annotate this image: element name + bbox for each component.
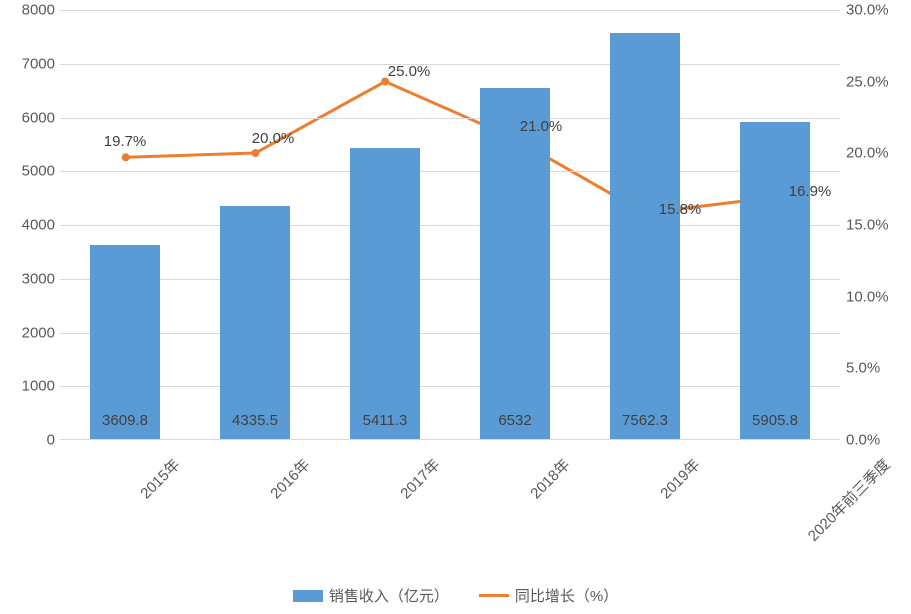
bar-group: 4335.5 [190,9,320,439]
y-right-tick-label: 0.0% [846,432,906,449]
x-tick-label: 2018年 [525,454,574,503]
line-value-label: 16.9% [789,183,832,200]
combo-chart: 3609.84335.55411.365327562.35905.8 19.7% 2… [0,0,911,614]
y-left-tick-label: 1000 [5,378,55,395]
legend-swatch-line [479,594,509,597]
line-value-label: 21.0% [520,118,563,135]
bar-group: 6532 [450,9,580,439]
line-value-label: 15.8% [659,201,702,218]
bar [610,33,680,439]
bar [740,122,810,439]
y-left-tick-label: 2000 [5,324,55,341]
y-left-tick-label: 7000 [5,55,55,72]
bar-group: 7562.3 [580,9,710,439]
bar [480,88,550,439]
plot-area: 3609.84335.55411.365327562.35905.8 19.7% 2… [60,10,840,440]
line-value-label: 25.0% [388,63,431,80]
bar-group: 3609.8 [60,9,190,439]
x-tick-label: 2016年 [265,454,314,503]
bar-value-label: 6532 [450,412,580,429]
legend-line-label: 同比增长（%） [515,585,618,606]
line-value-label: 19.7% [104,133,147,150]
y-right-tick-label: 25.0% [846,73,906,90]
bar-group: 5905.8 [710,9,840,439]
legend-item-line: 同比增长（%） [479,585,618,606]
y-right-tick-label: 20.0% [846,145,906,162]
x-tick-label: 2015年 [135,454,184,503]
y-right-tick-label: 30.0% [846,2,906,19]
y-right-tick-label: 15.0% [846,217,906,234]
bar-value-label: 5411.3 [320,412,450,429]
bar-value-label: 7562.3 [580,412,710,429]
legend: 销售收入（亿元） 同比增长（%） [0,585,911,606]
x-tick-label: 2017年 [395,454,444,503]
y-right-tick-label: 5.0% [846,360,906,377]
x-tick-label: 2020年前三季度 [803,454,894,545]
legend-item-bar: 销售收入（亿元） [293,585,449,606]
bar [90,245,160,439]
line-value-label: 20.0% [252,130,295,147]
bar-group: 5411.3 [320,9,450,439]
y-right-tick-label: 10.0% [846,288,906,305]
y-left-tick-label: 6000 [5,109,55,126]
y-left-tick-label: 8000 [5,2,55,19]
x-tick-label: 2019年 [655,454,704,503]
y-left-tick-label: 3000 [5,270,55,287]
y-left-tick-label: 0 [5,432,55,449]
bar-value-label: 5905.8 [710,412,840,429]
bar-value-label: 4335.5 [190,412,320,429]
bar [220,206,290,439]
y-left-tick-label: 4000 [5,217,55,234]
bar [350,148,420,439]
legend-swatch-bar [293,590,323,602]
y-left-tick-label: 5000 [5,163,55,180]
legend-bar-label: 销售收入（亿元） [329,585,449,606]
bar-value-label: 3609.8 [60,412,190,429]
